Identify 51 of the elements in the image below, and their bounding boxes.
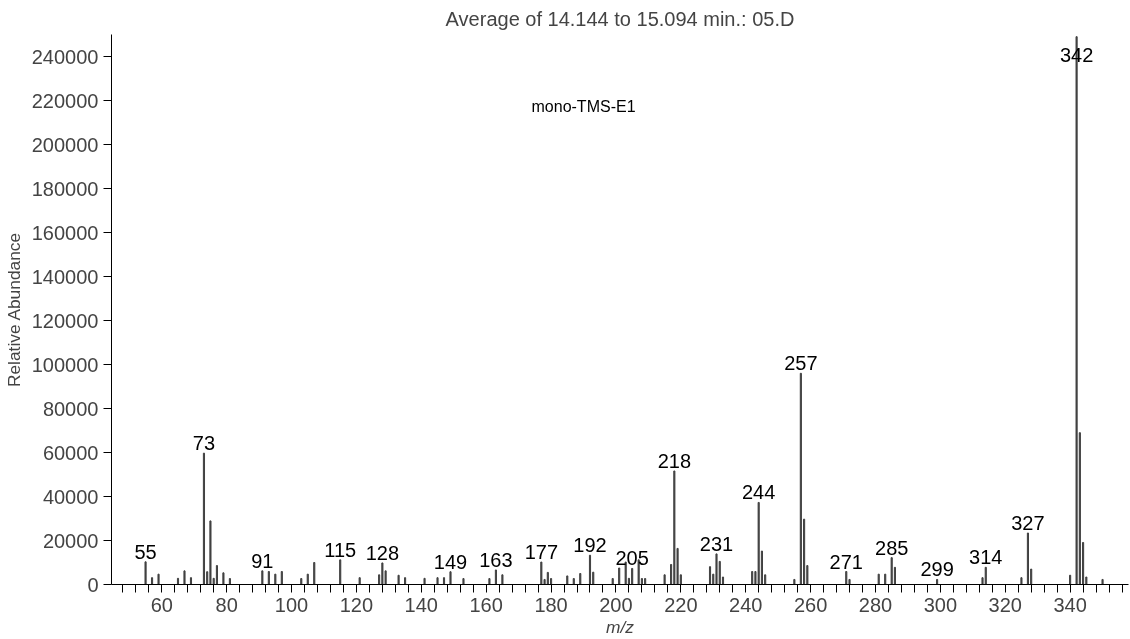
y-tick-label: 60000 [42,441,99,464]
annotation: 205 [615,547,649,570]
x-tick-label: 120 [339,593,374,616]
x-axis-title: m/z [606,616,635,637]
y-tick-label: 160000 [31,221,99,244]
x-tick-label: 320 [988,593,1022,616]
x-tick-label: 160 [469,593,503,616]
annotation: 271 [829,550,863,573]
annotation: 91 [251,549,274,572]
x-tick-label: 200 [599,593,633,616]
y-tick-label: 40000 [42,485,99,508]
annotation: 314 [969,546,1003,569]
x-tick-label: 180 [534,593,568,616]
y-axis-title: Relative Abundance [3,232,24,388]
x-tick-label: 340 [1053,593,1087,616]
annotation: 231 [699,532,734,555]
annotation: 55 [134,540,157,563]
y-tick-label: 80000 [42,397,99,420]
y-tick-label: 140000 [31,265,99,288]
y-tick-label: 240000 [31,45,99,68]
y-tick-label: 120000 [31,309,99,332]
annotation: 128 [365,541,400,564]
y-tick-label: 0 [87,573,99,596]
x-tick-label: 280 [858,593,893,616]
annotation: 192 [573,534,607,557]
x-tick-label: 300 [923,593,958,616]
annotation: 149 [433,550,468,573]
x-tick-label: 60 [150,593,173,616]
y-tick-label: 220000 [31,89,99,112]
annotation: 327 [1011,512,1045,535]
annotation: 163 [479,548,513,571]
y-tick-label: 200000 [31,133,99,156]
annotation: 177 [524,541,559,564]
y-tick-label: 100000 [31,353,99,376]
annotation: 285 [875,536,909,559]
y-tick-label: 20000 [42,529,99,552]
x-tick-label: 220 [664,593,698,616]
annotation: 299 [920,558,954,581]
annotation: 73 [192,432,216,455]
annotation: mono-TMS-E1 [531,97,636,115]
annotation: 218 [657,449,692,472]
annotation: 244 [742,481,776,504]
x-tick-label: 80 [215,593,238,616]
chart-title: Average of 14.144 to 15.094 min.: 05.D [445,7,795,30]
x-tick-label: 140 [404,593,438,616]
annotation: 115 [324,538,357,561]
x-tick-label: 100 [274,593,309,616]
y-tick-label: 180000 [31,177,99,200]
x-tick-label: 240 [729,593,763,616]
annotation: 257 [784,352,818,375]
x-tick-label: 260 [793,593,828,616]
